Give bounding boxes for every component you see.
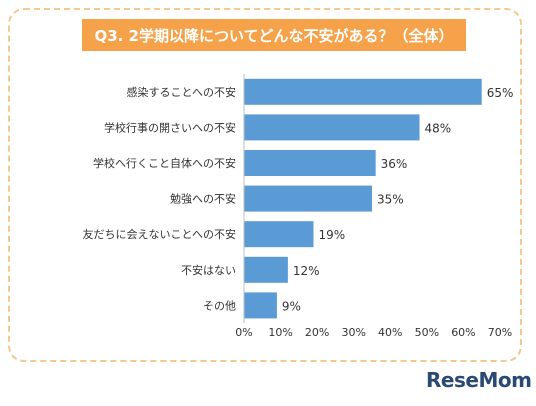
- bar: [244, 78, 482, 105]
- chart-frame: [8, 8, 522, 362]
- x-tick-label: 40%: [378, 326, 402, 339]
- category-label: 不安はない: [181, 263, 236, 277]
- x-tick-label: 60%: [451, 326, 475, 339]
- bar: [244, 256, 288, 283]
- value-label: 35%: [377, 193, 404, 207]
- category-label: その他: [203, 299, 236, 312]
- resemom-logo: ReseMom: [426, 368, 532, 392]
- value-label: 12%: [293, 264, 320, 278]
- chart-title: Q3. 2学期以降についてどんな不安がある？（全体）: [82, 19, 466, 51]
- x-tick-label: 70%: [488, 326, 512, 339]
- category-label: 感染することへの不安: [127, 85, 236, 99]
- value-label: 65%: [487, 86, 514, 100]
- value-label: 9%: [282, 299, 301, 313]
- bar: [244, 185, 372, 212]
- value-label: 19%: [318, 228, 345, 242]
- x-tick-label: 30%: [341, 326, 365, 339]
- bar: [244, 114, 420, 141]
- category-label: 勉強への不安: [170, 192, 236, 206]
- bar: [244, 221, 314, 248]
- x-tick-label: 0%: [235, 326, 252, 339]
- category-label: 学校行事の開さいへの不安: [104, 120, 236, 134]
- value-label: 36%: [381, 157, 408, 171]
- x-tick-label: 10%: [268, 326, 292, 339]
- x-tick-label: 20%: [305, 326, 329, 339]
- x-tick-label: 50%: [415, 326, 439, 339]
- category-label: 学校へ行くこと自体への不安: [93, 156, 236, 170]
- value-label: 48%: [425, 121, 452, 135]
- category-label: 友だちに会えないことへの不安: [83, 227, 236, 241]
- bar: [244, 150, 376, 176]
- bar: [244, 292, 277, 319]
